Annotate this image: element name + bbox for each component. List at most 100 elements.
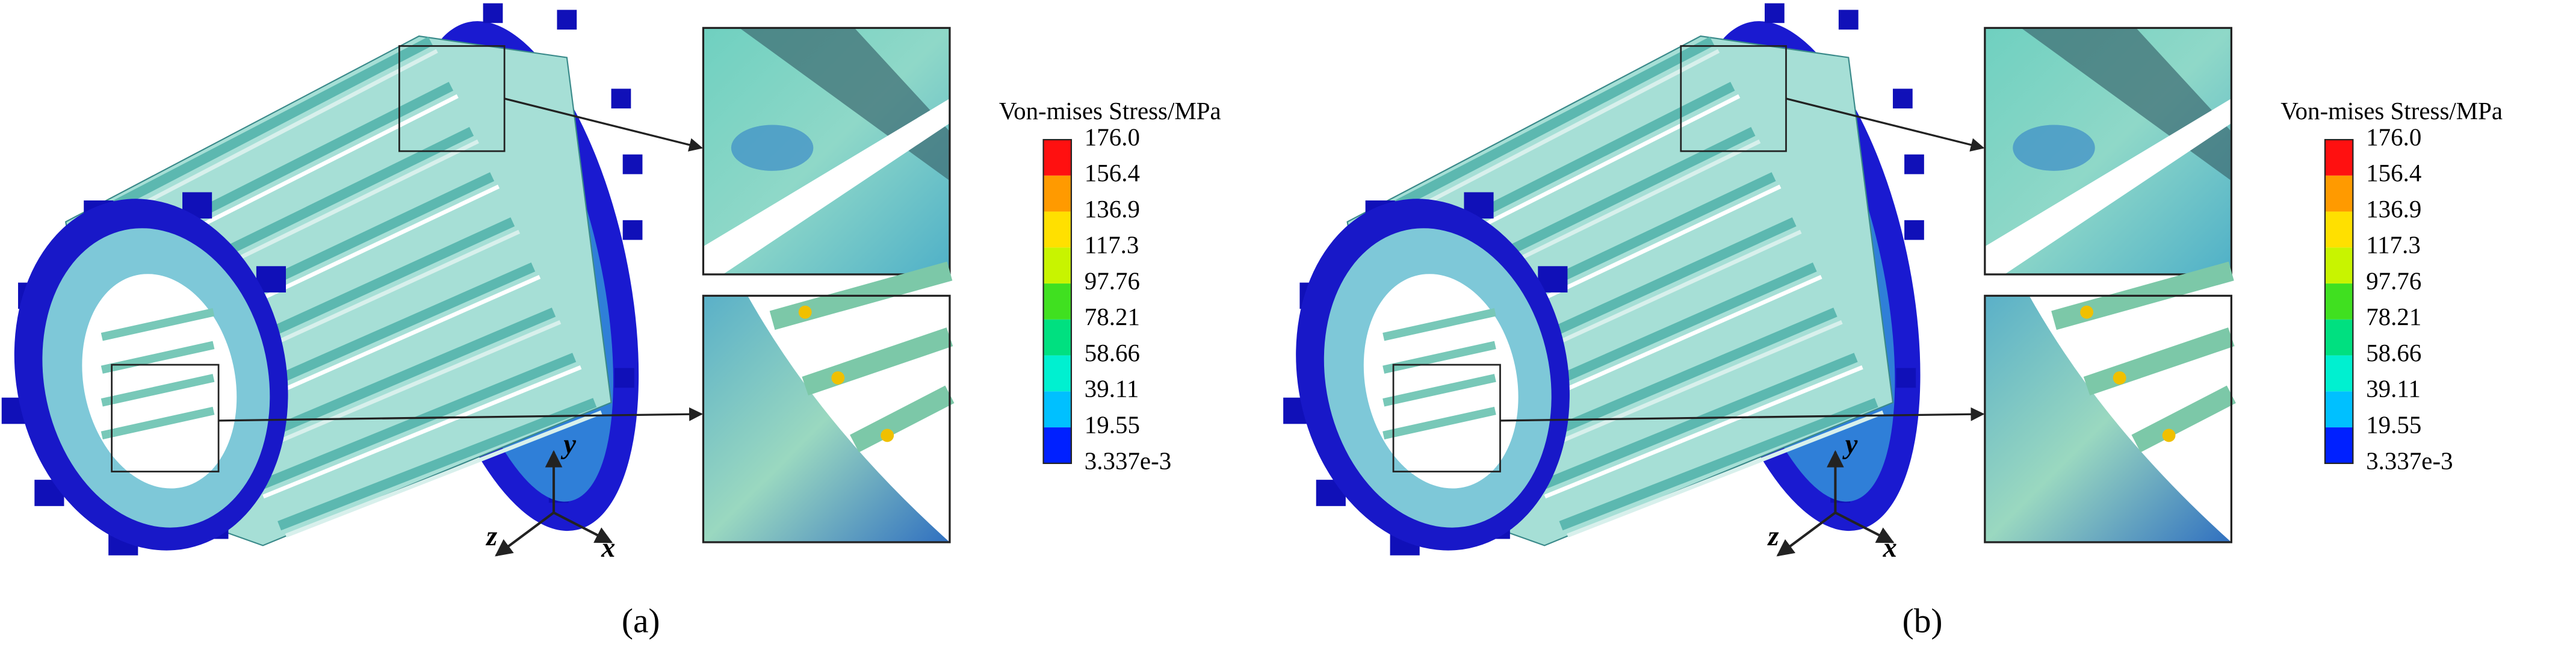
legend-label: 19.55 [2366,411,2421,438]
zoom-detail [703,98,950,274]
axis-label: z [1766,521,1779,552]
legend-label: 156.4 [1085,159,1140,187]
inner-rib [101,308,215,341]
legend-title: Von-mises Stress/MPa [999,98,1221,125]
rib-gap [285,410,602,538]
axis-arrow [553,511,613,543]
zoom-view [1984,261,2236,543]
legend-frame [2324,138,2354,464]
axis-arrow [1776,512,1836,557]
zoom-rib [802,327,953,396]
zoom-frame [702,294,951,543]
legend-label: 117.3 [2366,232,2421,259]
inset-box [1392,364,1501,472]
callout-arrow [1786,98,1985,152]
lug [1892,88,1913,109]
legend-label: 19.55 [1085,411,1140,438]
zoom-frame [1984,26,2232,276]
zoom-detail [2013,125,2095,171]
legend-band [1043,391,1071,428]
legend-label: 3.337e-3 [1085,447,1171,474]
legend-band [1043,283,1071,320]
lug [1765,3,1785,23]
rib [1378,36,1715,218]
fea-model [1283,3,1985,556]
rib-gap [104,49,438,226]
axis-label: x [601,533,615,563]
zoom-rib [2131,385,2236,453]
legend-band [2324,140,2353,176]
legend-band [2324,211,2353,248]
legend-label: 3.337e-3 [2366,447,2453,474]
axis-arrow [495,512,555,557]
legend-label: 136.9 [2366,196,2421,223]
inner-rib [1382,308,1496,341]
lug [615,368,634,388]
zoom-view [1984,26,2232,276]
axis-label: z [485,521,497,552]
zoom-rib [850,385,955,453]
rib [1536,353,1858,492]
rib-gap [1544,365,1863,499]
inner-rib [1382,406,1496,440]
lug [1838,10,1859,30]
rib [1514,308,1838,453]
inner-rib [101,374,215,407]
zoom-frame [702,26,951,276]
callout-arrow [504,98,703,152]
zoom-detail [1984,98,2232,274]
rib-gap [1522,320,1843,460]
legend-band [2324,391,2353,428]
legend-band [2324,247,2353,284]
rib [277,398,597,531]
axis-label: y [1842,429,1858,460]
zoom-detail [1984,296,2232,542]
legend-band [1043,211,1071,248]
rib [255,353,577,492]
legend-band [2324,175,2353,212]
axis-arrow [1834,511,1895,543]
legend-label: 97.76 [2366,267,2421,294]
legend-band [1043,247,1071,284]
lug [483,3,503,23]
legend-label: 156.4 [2366,159,2421,187]
legend-title: Von-mises Stress/MPa [2280,98,2503,125]
panel-caption: (b) [1903,602,1943,640]
rib [96,36,433,218]
legend-band [1043,319,1071,356]
legend-label: 58.66 [2366,339,2421,367]
rib-gap [1567,410,1884,538]
inset-box [111,364,220,472]
legend-label: 58.66 [1085,339,1140,367]
hotspot [831,371,845,385]
lug [622,220,643,240]
axis-label: x [1883,533,1897,563]
lug [622,154,643,175]
legend-label: 39.11 [2366,376,2421,403]
legend-band [2324,319,2353,356]
zoom-detail [703,296,950,542]
legend-frame [1042,138,1073,464]
legend-label: 78.21 [1085,303,1140,330]
rib [232,308,556,453]
legend-label: 136.9 [1085,196,1140,223]
legend-band [1043,355,1071,392]
axis-label: y [560,429,576,460]
callout-arrow [218,407,704,422]
legend-band [2324,283,2353,320]
legend-label: 78.21 [2366,303,2421,330]
legend-band [1043,427,1071,463]
zoom-view [702,261,955,543]
lug [1904,154,1924,175]
inner-rib [101,406,215,440]
legend-label: 39.11 [1085,376,1139,403]
legend-band [1043,175,1071,212]
hotspot [881,429,894,442]
hotspot [2162,429,2176,442]
rib [1559,398,1878,531]
callout-arrow [1500,407,1985,422]
panel-caption: (a) [622,602,660,640]
legend-band [1043,140,1071,176]
